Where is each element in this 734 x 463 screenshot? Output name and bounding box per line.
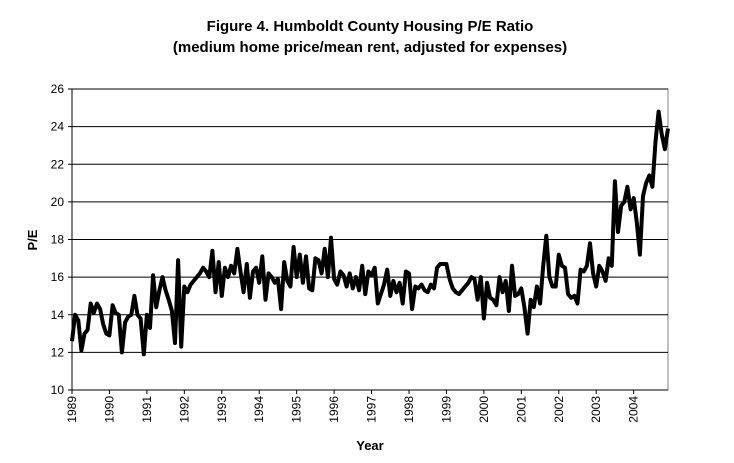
x-axis-label: Year (356, 438, 383, 453)
x-tick-label: 1999 (439, 396, 453, 423)
x-tick-label: 1991 (140, 396, 154, 423)
x-tick-label: 1998 (402, 396, 416, 423)
y-tick-label: 20 (51, 195, 65, 209)
x-tick-label: 2002 (552, 396, 566, 423)
x-tick-label: 1989 (65, 396, 79, 423)
chart-subtitle: (medium home price/mean rent, adjusted f… (173, 39, 567, 56)
x-tick-label: 2004 (627, 396, 641, 423)
x-tick-label: 1996 (327, 396, 341, 423)
x-tick-label: 2003 (589, 396, 603, 423)
x-tick-label: 1990 (102, 396, 116, 423)
x-tick-label: 1993 (215, 396, 229, 423)
y-tick-label: 22 (51, 157, 65, 171)
y-tick-label: 12 (51, 345, 65, 359)
y-tick-label: 14 (51, 308, 65, 322)
data-line (70, 109, 670, 357)
y-tick-label: 18 (51, 233, 65, 247)
chart-title: Figure 4. Humboldt County Housing P/E Ra… (207, 18, 534, 35)
y-tick-label: 16 (51, 270, 65, 284)
y-axis-label: P/E (25, 229, 40, 250)
x-tick-label: 2000 (477, 396, 491, 423)
y-tick-label: 26 (51, 82, 65, 96)
x-tick-label: 1992 (177, 396, 191, 423)
x-tick-label: 1994 (252, 396, 266, 423)
y-tick-label: 10 (51, 383, 65, 397)
x-tick-label: 2001 (514, 396, 528, 423)
x-tick-label: 1995 (290, 396, 304, 423)
x-tick-label: 1997 (365, 396, 379, 423)
y-tick-label: 24 (51, 120, 65, 134)
